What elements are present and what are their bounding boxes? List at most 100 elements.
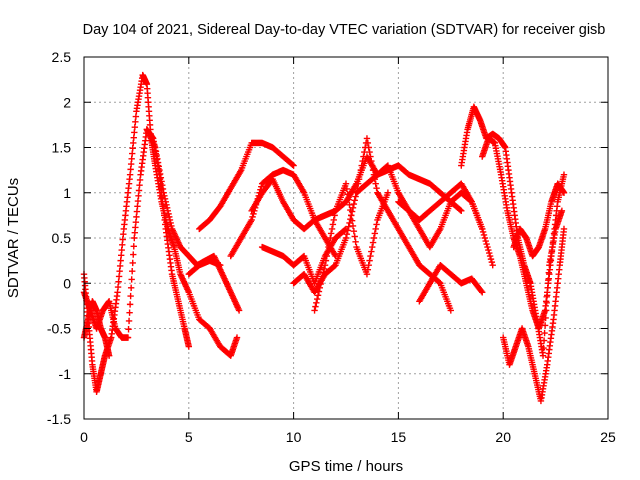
data-point: [233, 334, 241, 341]
data-point: [129, 259, 136, 267]
y-tick-label: 1.5: [52, 140, 72, 156]
data-point: [328, 225, 336, 233]
data-point: [324, 248, 331, 255]
x-tick-label: 20: [495, 429, 511, 445]
y-tick-label: -1.5: [47, 411, 71, 427]
axis-ticks: [83, 56, 609, 420]
series-arc-16: [479, 135, 568, 332]
data-point: [249, 213, 256, 221]
data-point: [290, 162, 297, 169]
y-tick-label: -1: [59, 366, 72, 382]
data-point: [125, 317, 133, 325]
data-point: [320, 269, 327, 276]
data-point: [348, 212, 355, 219]
data-point: [369, 243, 376, 251]
x-tick-label: 5: [185, 429, 193, 445]
data-point: [350, 200, 358, 208]
data-point: [458, 207, 465, 215]
data-point: [316, 284, 323, 291]
data-point: [488, 258, 496, 266]
data-point: [384, 189, 392, 196]
data-point: [327, 230, 335, 237]
data-point: [367, 153, 374, 160]
data-point: [540, 337, 548, 344]
data-point: [370, 234, 378, 242]
data-point: [322, 257, 330, 264]
data-point: [127, 284, 135, 291]
data-point: [351, 197, 358, 204]
data-point: [127, 292, 134, 300]
data-point: [125, 326, 132, 333]
data-point: [235, 307, 243, 314]
x-tick-label: 10: [286, 429, 302, 445]
data-point: [130, 251, 137, 258]
data-point: [130, 243, 137, 250]
data-point: [318, 277, 325, 284]
series-arc-11: [311, 180, 392, 314]
data-point: [560, 189, 568, 196]
y-tick-label: 1: [63, 185, 71, 201]
data-point: [355, 175, 363, 183]
y-axis-label: SDTVAR / TECUs: [5, 178, 22, 298]
data-point: [344, 227, 351, 234]
data-point: [352, 238, 359, 245]
series-arc-18: [510, 180, 568, 260]
y-tick-label: -0.5: [47, 321, 71, 337]
x-tick-label: 0: [80, 429, 88, 445]
data-point: [366, 148, 373, 156]
data-point: [344, 191, 351, 198]
data-point: [369, 166, 377, 174]
data-point: [486, 249, 493, 257]
data-point: [539, 352, 547, 359]
data-point: [373, 185, 380, 192]
data-point: [128, 276, 135, 283]
data-point: [365, 144, 372, 151]
y-tick-labels: -1.5 -1 -0.5 0 0.5 1 1.5 2 2.5: [47, 49, 71, 427]
data-point: [313, 299, 320, 307]
data-point: [363, 271, 371, 278]
data-point: [479, 228, 487, 236]
series-arc-12: [353, 162, 486, 251]
x-tick-labels: 0 5 10 15 20 25: [80, 429, 616, 445]
data-point: [369, 162, 376, 169]
series-arc-7: [227, 166, 339, 260]
data-point: [485, 246, 492, 254]
data-point: [315, 288, 323, 295]
data-point: [346, 201, 353, 209]
x-axis-label: GPS time / hours: [289, 458, 403, 475]
data-points: [80, 71, 568, 405]
data-point: [124, 334, 132, 341]
data-point: [313, 295, 321, 303]
data-point: [368, 248, 375, 255]
data-point: [343, 185, 351, 193]
data-point: [345, 223, 352, 230]
data-point: [372, 180, 379, 187]
data-point: [289, 161, 296, 169]
data-point: [248, 216, 255, 224]
data-point: [311, 307, 318, 314]
x-tick-label: 25: [600, 429, 616, 445]
data-point: [349, 222, 357, 230]
data-point: [365, 261, 372, 269]
data-point: [327, 234, 334, 242]
data-point: [359, 157, 366, 165]
data-point: [312, 303, 319, 310]
x-tick-label: 15: [391, 429, 407, 445]
data-point: [478, 287, 485, 295]
data-point: [355, 180, 362, 187]
data-point: [373, 221, 380, 228]
data-point: [486, 252, 494, 260]
chart-title: Day 104 of 2021, Sidereal Day-to-day VTE…: [83, 22, 606, 38]
data-point: [351, 233, 358, 240]
series-arc-5: [185, 257, 224, 278]
data-point: [457, 206, 464, 214]
data-point: [368, 157, 375, 165]
data-point: [345, 196, 352, 203]
data-point: [369, 239, 377, 246]
data-point: [105, 352, 113, 359]
data-point: [489, 261, 496, 269]
data-point: [347, 206, 354, 214]
data-point: [329, 221, 337, 228]
data-point: [364, 266, 372, 273]
